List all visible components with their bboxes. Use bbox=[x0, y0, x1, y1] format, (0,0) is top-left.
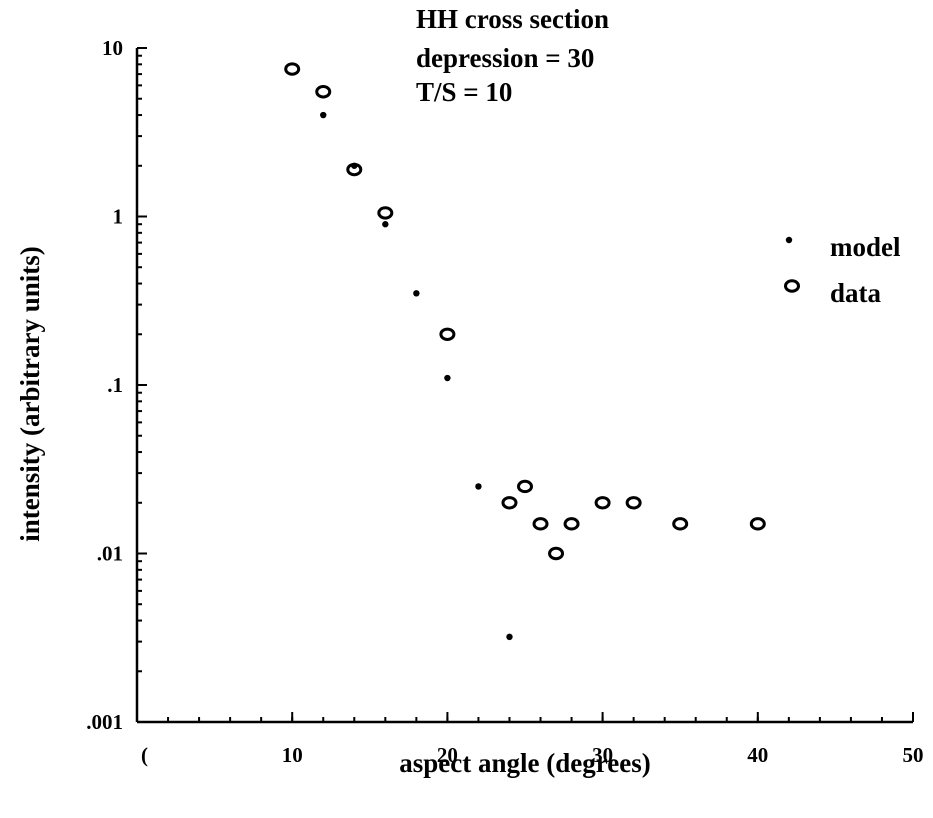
model-point bbox=[444, 374, 451, 382]
model-point bbox=[382, 221, 389, 228]
data-point bbox=[284, 62, 301, 76]
model-point bbox=[413, 290, 420, 297]
x-tick-label: ( bbox=[141, 743, 148, 767]
data-point bbox=[501, 496, 518, 510]
y-tick-label: 10 bbox=[102, 36, 123, 60]
data-point bbox=[563, 517, 580, 531]
x-tick-label: 30 bbox=[592, 743, 613, 767]
y-tick-label: .01 bbox=[97, 542, 123, 566]
x-tick-label: 20 bbox=[437, 743, 458, 767]
points bbox=[284, 62, 766, 641]
y-tick-label: 1 bbox=[113, 205, 124, 229]
data-point bbox=[439, 327, 456, 341]
data-point bbox=[377, 206, 394, 220]
model-point bbox=[320, 111, 327, 119]
axes bbox=[135, 48, 913, 724]
x-axis-title: aspect angle (degrees) bbox=[399, 748, 650, 778]
legend-data-label: data bbox=[830, 278, 882, 308]
data-point bbox=[346, 162, 363, 177]
model-point bbox=[506, 633, 513, 641]
legend-model-label: model bbox=[830, 232, 901, 262]
annotation-line-1: HH cross section bbox=[416, 4, 609, 34]
y-tick-label: .1 bbox=[107, 373, 123, 397]
legend-data-marker bbox=[784, 279, 800, 293]
x-tick-label: 50 bbox=[903, 743, 924, 767]
data-point bbox=[517, 479, 533, 494]
data-point bbox=[548, 546, 565, 561]
data-point bbox=[594, 496, 611, 510]
data-point bbox=[625, 496, 642, 510]
annotation-line-3: T/S = 10 bbox=[416, 77, 512, 107]
data-point bbox=[315, 85, 332, 99]
data-point bbox=[749, 517, 766, 531]
x-tick-label: 40 bbox=[747, 743, 768, 767]
model-point bbox=[475, 483, 482, 490]
x-tick-label: 10 bbox=[282, 743, 303, 767]
y-tick-label: .001 bbox=[86, 710, 123, 734]
annotation-line-2: depression = 30 bbox=[416, 43, 594, 73]
ticks bbox=[136, 47, 914, 723]
legend-model-marker bbox=[785, 236, 793, 244]
tick-labels: (10 20 30 40 50 .001 .01 .1 1 10 bbox=[86, 36, 923, 767]
annotation: HH cross section depression = 30 T/S = 1… bbox=[416, 4, 609, 107]
legend: model data bbox=[784, 232, 901, 308]
data-point bbox=[532, 517, 549, 531]
data-point bbox=[672, 517, 689, 531]
y-axis-title: intensity (arbitrary units) bbox=[15, 246, 45, 541]
